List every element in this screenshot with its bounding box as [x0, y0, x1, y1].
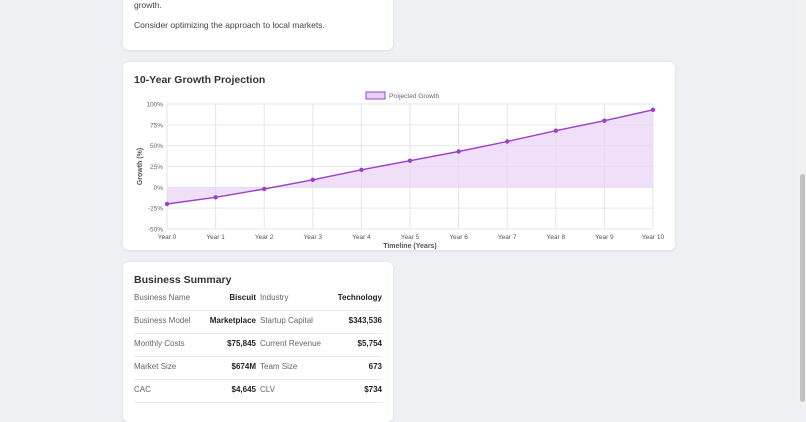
x-tick-label: Year 3 [304, 234, 323, 241]
scrollbar-thumb[interactable] [800, 174, 805, 402]
summary-value: $75,845 [227, 339, 256, 348]
data-point [213, 195, 218, 200]
growth-area-fill [167, 109, 653, 204]
legend-label: Projected Growth [389, 93, 440, 100]
summary-value: $674M [231, 362, 256, 371]
summary-label: Team Size [260, 362, 298, 371]
x-tick-label: Year 10 [642, 234, 665, 241]
summary-value: 673 [368, 362, 382, 371]
y-tick-label: 50% [150, 143, 163, 150]
x-tick-label: Year 2 [255, 234, 274, 241]
summary-value: $343,536 [348, 316, 382, 325]
data-point [262, 186, 267, 192]
legend-swatch [365, 91, 386, 100]
summary-row: Business Name Biscuit Industry Technolog… [134, 287, 382, 311]
y-tick-label: 25% [150, 164, 163, 171]
summary-value: Technology [337, 293, 382, 302]
analysis-card: growth. Consider optimizing the approach… [123, 0, 393, 50]
x-tick-label: Year 9 [595, 234, 614, 241]
summary-row: CAC $4,645 CLV $734 [134, 379, 382, 403]
x-tick-label: Year 0 [158, 234, 177, 241]
y-tick-label: 100% [146, 102, 163, 109]
growth-projection-card: 10-Year Growth Projection -50% -25% 0% 25% 5… [123, 62, 675, 250]
summary-label: Current Revenue [260, 339, 321, 348]
data-point [359, 167, 364, 173]
x-tick-label: Year 5 [401, 234, 420, 241]
analysis-text-partial: growth. [134, 0, 162, 10]
data-point [407, 158, 413, 163]
recommendation-text: Consider optimizing the approach to loca… [134, 20, 325, 30]
summary-value: $4,645 [231, 385, 256, 394]
x-tick-label: Year 8 [547, 234, 566, 241]
summary-value: Marketplace [209, 316, 256, 325]
summary-label: Monthly Costs [134, 339, 185, 348]
summary-value: $734 [364, 385, 382, 394]
data-point [650, 107, 656, 113]
y-tick-label: -25% [148, 206, 163, 213]
summary-value: $5,754 [357, 339, 382, 348]
x-axis-title: Timeline (Years) [383, 243, 437, 250]
y-tick-label: 75% [150, 122, 163, 129]
summary-value: Biscuit [229, 293, 256, 302]
x-tick-label: Year 6 [449, 234, 468, 241]
x-tick-label: Year 1 [206, 234, 225, 241]
summary-title: Business Summary [134, 274, 232, 286]
x-tick-label: Year 4 [352, 234, 371, 241]
y-axis-title: Growth (%) [137, 148, 144, 185]
summary-row: Business Model Marketplace Startup Capit… [134, 310, 382, 334]
data-point [310, 177, 315, 183]
summary-label: Business Model [134, 316, 191, 325]
summary-label: CAC [134, 385, 151, 394]
data-point [505, 139, 510, 144]
data-point [456, 149, 461, 154]
summary-label: Business Name [134, 293, 191, 302]
summary-label: Startup Capital [260, 316, 313, 325]
data-point [553, 128, 558, 133]
business-summary-card: Business Summary Business Name Biscuit I… [123, 262, 393, 422]
chart-legend: Projected Growth [365, 91, 440, 100]
chart-title: 10-Year Growth Projection [134, 74, 266, 86]
summary-row: Monthly Costs $75,845 Current Revenue $5… [134, 333, 382, 357]
y-tick-label: 0% [154, 185, 164, 192]
x-tick-label: Year 7 [498, 234, 517, 241]
growth-chart: -50% -25% 0% 25% 50% 75% 100% Year 0 Year 1 Year … [137, 91, 665, 250]
summary-label: Industry [260, 293, 289, 302]
y-tick-label: -50% [148, 227, 163, 234]
summary-label: Market Size [134, 362, 177, 371]
summary-row: Market Size $674M Team Size 673 [134, 356, 382, 380]
data-point [602, 118, 607, 123]
summary-label: CLV [260, 385, 275, 394]
data-point [164, 201, 170, 207]
